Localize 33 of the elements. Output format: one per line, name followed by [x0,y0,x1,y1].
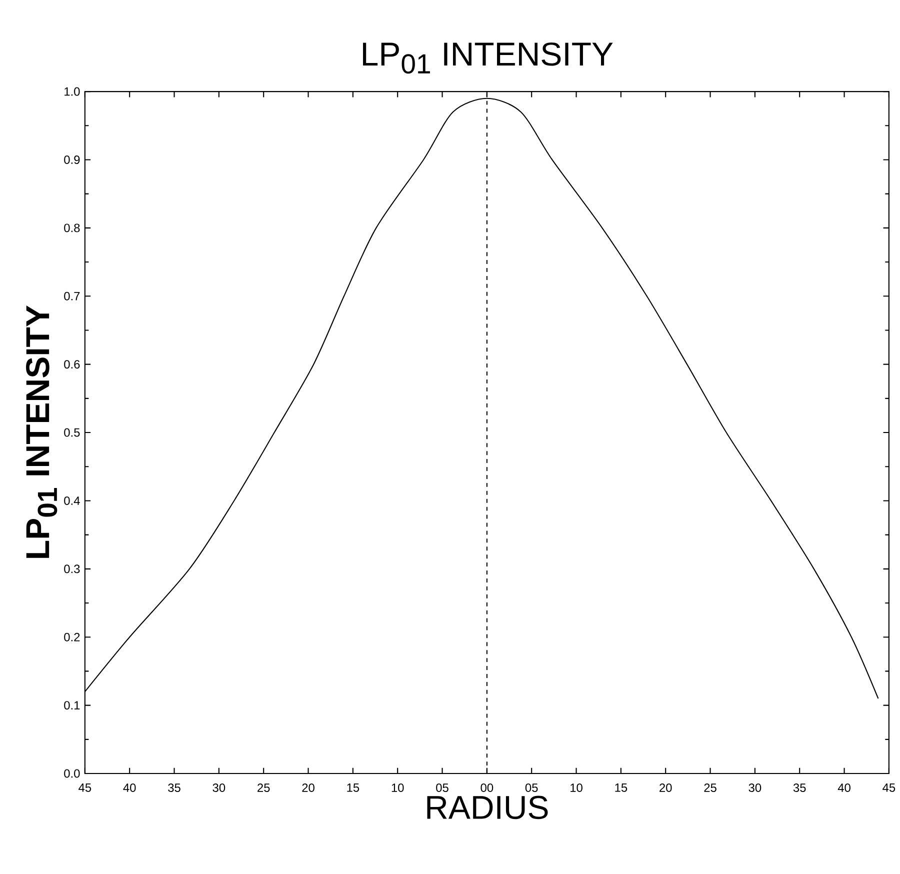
x-tick-label: 40 [838,783,850,792]
x-tick-label: 20 [302,783,314,792]
y-tick-label: 0.6 [64,360,80,368]
x-tick-label: 05 [436,783,448,792]
x-tick-label: 00 [480,783,494,792]
y-axis-title: LP$_{01}$ INTENSITY [26,305,58,558]
chart-title: LP$_{01}$ INTENSITY [363,42,613,74]
y-tick-label: 0.7 [64,292,80,300]
x-tick-label: 10 [392,783,404,792]
x-tick-label: 10 [570,783,582,792]
x-tick-label: 40 [123,783,136,792]
x-tick-label: 45 [78,783,92,792]
x-tick-label: 30 [748,783,762,792]
x-tick-label: 15 [347,783,360,792]
y-tick-label: 0.0 [64,769,80,778]
x-tick-label: 05 [525,783,538,792]
x-tick-label: 45 [882,783,896,792]
x-tick-label: 25 [258,783,270,792]
y-tick-label: 0.1 [64,700,80,710]
x-tick-label: 15 [615,783,628,792]
y-tick-label: 0.2 [64,632,80,642]
y-tick-label: 0.9 [64,155,80,164]
x-tick-label: 25 [704,783,716,792]
x-tick-label: 20 [660,783,672,792]
y-tick-label: 0.4 [64,496,80,505]
y-tick-label: 0.8 [64,224,80,232]
y-tick-label: 0.5 [64,428,80,437]
y-tick-label: 0.3 [64,564,80,573]
x-tick-label: 30 [212,783,226,792]
x-axis-title: RADIUS [427,796,548,819]
y-tick-label: 1.0 [64,87,80,96]
x-tick-label: 35 [793,783,806,792]
x-tick-label: 35 [168,783,180,792]
